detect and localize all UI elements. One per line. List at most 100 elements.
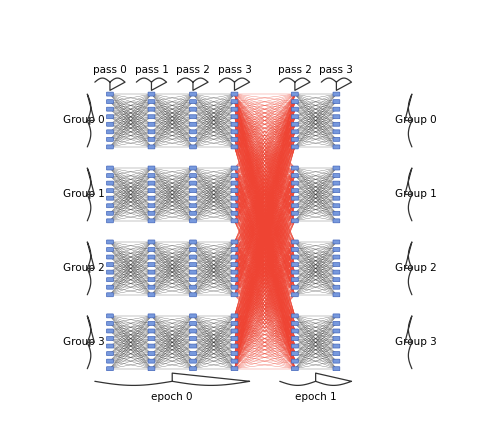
FancyBboxPatch shape (333, 181, 340, 185)
FancyBboxPatch shape (292, 166, 298, 170)
FancyBboxPatch shape (107, 137, 113, 141)
FancyBboxPatch shape (292, 240, 298, 244)
FancyBboxPatch shape (148, 204, 155, 208)
FancyBboxPatch shape (148, 181, 155, 185)
FancyBboxPatch shape (107, 322, 113, 326)
Text: pass 2: pass 2 (278, 65, 312, 75)
FancyBboxPatch shape (292, 196, 298, 200)
FancyBboxPatch shape (148, 137, 155, 141)
FancyBboxPatch shape (231, 130, 238, 134)
FancyBboxPatch shape (189, 293, 196, 297)
FancyBboxPatch shape (231, 100, 238, 104)
FancyBboxPatch shape (292, 337, 298, 341)
Text: Group 0: Group 0 (63, 116, 104, 125)
FancyBboxPatch shape (231, 322, 238, 326)
FancyBboxPatch shape (148, 314, 155, 318)
FancyBboxPatch shape (292, 181, 298, 185)
FancyBboxPatch shape (189, 270, 196, 274)
FancyBboxPatch shape (189, 344, 196, 348)
FancyBboxPatch shape (189, 219, 196, 223)
FancyBboxPatch shape (107, 314, 113, 318)
FancyBboxPatch shape (292, 367, 298, 371)
FancyBboxPatch shape (107, 107, 113, 111)
FancyBboxPatch shape (292, 314, 298, 318)
Text: pass 1: pass 1 (134, 65, 169, 75)
FancyBboxPatch shape (107, 204, 113, 208)
FancyBboxPatch shape (148, 285, 155, 289)
FancyBboxPatch shape (231, 219, 238, 223)
FancyBboxPatch shape (107, 270, 113, 274)
FancyBboxPatch shape (189, 196, 196, 200)
FancyBboxPatch shape (333, 322, 340, 326)
FancyBboxPatch shape (231, 115, 238, 119)
FancyBboxPatch shape (189, 115, 196, 119)
FancyBboxPatch shape (333, 211, 340, 215)
FancyBboxPatch shape (189, 130, 196, 134)
FancyBboxPatch shape (292, 137, 298, 141)
FancyBboxPatch shape (292, 255, 298, 259)
FancyBboxPatch shape (333, 145, 340, 149)
FancyBboxPatch shape (148, 122, 155, 126)
FancyBboxPatch shape (333, 293, 340, 297)
FancyBboxPatch shape (333, 92, 340, 96)
FancyBboxPatch shape (231, 359, 238, 363)
FancyBboxPatch shape (148, 145, 155, 149)
FancyBboxPatch shape (148, 359, 155, 363)
FancyBboxPatch shape (189, 359, 196, 363)
FancyBboxPatch shape (189, 92, 196, 96)
FancyBboxPatch shape (231, 145, 238, 149)
FancyBboxPatch shape (148, 322, 155, 326)
FancyBboxPatch shape (148, 293, 155, 297)
Text: Group 3: Group 3 (63, 337, 105, 347)
FancyBboxPatch shape (107, 329, 113, 333)
FancyBboxPatch shape (107, 92, 113, 96)
FancyBboxPatch shape (107, 240, 113, 244)
FancyBboxPatch shape (148, 344, 155, 348)
Text: Group 1: Group 1 (394, 190, 436, 199)
FancyBboxPatch shape (231, 92, 238, 96)
FancyBboxPatch shape (107, 263, 113, 267)
FancyBboxPatch shape (107, 122, 113, 126)
FancyBboxPatch shape (148, 174, 155, 178)
FancyBboxPatch shape (189, 322, 196, 326)
FancyBboxPatch shape (333, 219, 340, 223)
FancyBboxPatch shape (107, 337, 113, 341)
FancyBboxPatch shape (107, 181, 113, 185)
FancyBboxPatch shape (231, 329, 238, 333)
FancyBboxPatch shape (107, 219, 113, 223)
Text: pass 2: pass 2 (176, 65, 210, 75)
FancyBboxPatch shape (292, 263, 298, 267)
FancyBboxPatch shape (231, 137, 238, 141)
FancyBboxPatch shape (231, 352, 238, 356)
FancyBboxPatch shape (333, 115, 340, 119)
FancyBboxPatch shape (333, 100, 340, 104)
FancyBboxPatch shape (231, 181, 238, 185)
Text: epoch 0: epoch 0 (151, 392, 193, 401)
FancyBboxPatch shape (107, 115, 113, 119)
FancyBboxPatch shape (231, 263, 238, 267)
FancyBboxPatch shape (292, 219, 298, 223)
FancyBboxPatch shape (292, 359, 298, 363)
FancyBboxPatch shape (292, 248, 298, 252)
FancyBboxPatch shape (292, 270, 298, 274)
FancyBboxPatch shape (231, 211, 238, 215)
FancyBboxPatch shape (333, 196, 340, 200)
FancyBboxPatch shape (189, 248, 196, 252)
FancyBboxPatch shape (333, 255, 340, 259)
FancyBboxPatch shape (148, 166, 155, 170)
FancyBboxPatch shape (148, 278, 155, 282)
Text: Group 2: Group 2 (394, 263, 436, 273)
FancyBboxPatch shape (148, 115, 155, 119)
FancyBboxPatch shape (148, 337, 155, 341)
FancyBboxPatch shape (333, 344, 340, 348)
FancyBboxPatch shape (189, 174, 196, 178)
FancyBboxPatch shape (148, 196, 155, 200)
FancyBboxPatch shape (231, 293, 238, 297)
Text: Group 1: Group 1 (63, 190, 105, 199)
FancyBboxPatch shape (148, 100, 155, 104)
FancyBboxPatch shape (333, 329, 340, 333)
Text: epoch 1: epoch 1 (295, 392, 337, 401)
FancyBboxPatch shape (148, 211, 155, 215)
FancyBboxPatch shape (333, 166, 340, 170)
FancyBboxPatch shape (333, 137, 340, 141)
